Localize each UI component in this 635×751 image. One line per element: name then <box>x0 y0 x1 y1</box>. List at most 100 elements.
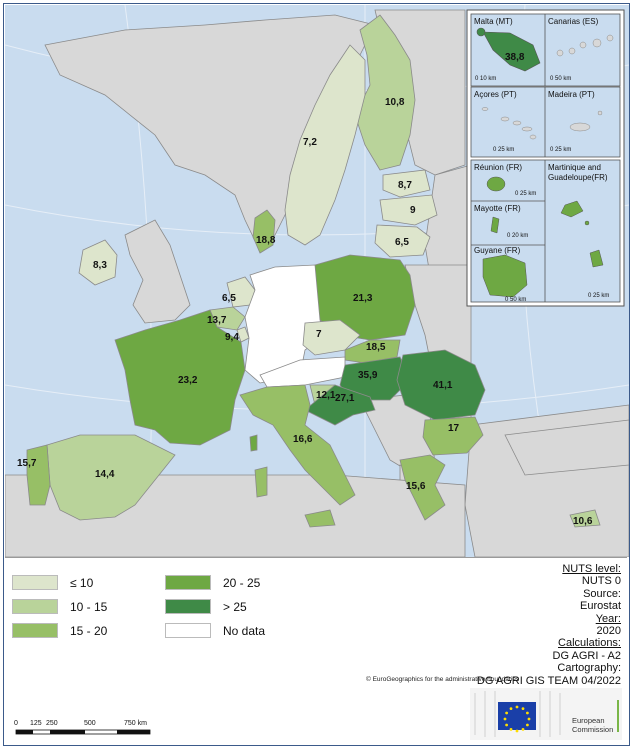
legend-item-gt25: > 25 <box>165 599 247 614</box>
region-fr <box>114 309 246 446</box>
insets: Malta (MT) Canarias (ES) 38,8 0 10 km 0 … <box>466 9 625 307</box>
label-be: 13,7 <box>207 315 227 326</box>
legend-label: 20 - 25 <box>223 575 261 590</box>
scale-tick: 0 <box>14 720 18 727</box>
label-pl: 21,3 <box>353 293 373 304</box>
region-pt <box>26 444 51 506</box>
region-bg <box>422 416 484 456</box>
nuts-level-value: NUTS 0 <box>581 575 621 588</box>
region-lt <box>374 224 431 258</box>
legend-swatch <box>165 575 211 590</box>
inset-title-mayotte: Mayotte (FR) <box>474 204 521 213</box>
label-dk: 18,8 <box>256 235 276 246</box>
region-mt <box>476 27 486 37</box>
scale-tick: 250 <box>46 720 58 727</box>
eurogeographics-credit: © EuroGeographics for the administrative… <box>366 676 520 683</box>
region-el <box>399 454 446 521</box>
region-lv <box>379 194 438 226</box>
inset-scale-martinique: 0 25 km <box>588 293 609 299</box>
divider <box>5 557 627 558</box>
region-hu <box>339 356 411 401</box>
scale-tick: 750 km <box>124 720 147 727</box>
region-fr <box>584 220 590 226</box>
map-metadata: NUTS level: NUTS 0 Source: Eurostat Year… <box>477 563 621 687</box>
logo-text: Commission <box>572 725 613 734</box>
calculations-value: DG AGRI - A2 <box>552 649 621 662</box>
region-fr <box>490 216 500 234</box>
region-ie <box>78 239 118 286</box>
legend-label: 10 - 15 <box>70 599 108 614</box>
scale-tick: 500 <box>84 720 96 727</box>
legend-label: No data <box>223 623 266 638</box>
label-lv: 9 <box>410 205 416 216</box>
inset-scale-guyane: 0 50 km <box>505 297 526 303</box>
label-se: 7,2 <box>303 137 317 148</box>
region-it <box>239 384 356 506</box>
legend-swatch <box>165 599 211 614</box>
inset-scale-malta: 0 10 km <box>475 76 496 82</box>
scale-tick: 125 <box>30 720 42 727</box>
label-lt: 6,5 <box>395 237 409 248</box>
region-fr <box>486 176 506 192</box>
inset-title-guadeloupe: Guadeloupe(FR) <box>548 173 608 182</box>
inset-title-madeira: Madeira (PT) <box>548 90 595 99</box>
label-ro: 41,1 <box>433 380 453 391</box>
cartography-value: DG AGRI GIS TEAM 04/2022 <box>476 674 621 687</box>
legend-item-15-20: 15 - 20 <box>12 623 107 638</box>
inset-scale-mayotte: 0 20 km <box>507 233 528 239</box>
region-dk <box>252 209 276 254</box>
region-it <box>304 509 336 528</box>
legend-swatch <box>12 623 58 638</box>
region-fr <box>589 249 604 268</box>
nuts-level-title: NUTS level: <box>562 563 621 575</box>
legend-item-20-25: 20 - 25 <box>165 575 260 590</box>
legend-item-10-15: 10 - 15 <box>12 599 107 614</box>
region-ee <box>382 169 431 198</box>
label-lu: 9,4 <box>225 332 239 343</box>
legend-label: > 25 <box>223 599 247 614</box>
label-el: 15,6 <box>406 481 426 492</box>
calculations-title: Calculations: <box>558 637 621 650</box>
legend-item-le10: ≤ 10 <box>12 575 93 590</box>
cartography-title: Cartography: <box>557 662 621 675</box>
region-ro <box>396 349 486 421</box>
source-title: Source: <box>583 587 621 600</box>
label-nl: 6,5 <box>222 293 236 304</box>
label-cy: 10,6 <box>573 516 593 527</box>
inset-scale-madeira: 0 25 km <box>550 147 571 153</box>
european-commission-logo: European Commission <box>470 688 622 740</box>
eu-countries <box>26 14 601 528</box>
label-es: 14,4 <box>95 469 115 480</box>
label-hu: 35,9 <box>358 370 378 381</box>
region-fr <box>482 254 528 298</box>
inset-scale-acores: 0 25 km <box>493 147 514 153</box>
region-es <box>46 434 176 521</box>
legend-label: 15 - 20 <box>70 623 108 638</box>
label-hr: 27,1 <box>335 393 355 404</box>
region-mt <box>482 31 541 72</box>
label-cz: 7 <box>316 329 322 340</box>
label-mt: 38,8 <box>505 52 525 63</box>
label-ie: 8,3 <box>93 260 107 271</box>
eu-map: 10,8 7,2 8,7 9 6,5 18,8 8,3 21,3 6,5 13,… <box>5 5 629 557</box>
region-fi <box>354 14 416 171</box>
inset-title-acores: Açores (PT) <box>474 90 517 99</box>
region-fr <box>249 434 258 452</box>
legend-swatch <box>12 599 58 614</box>
region-labels: 10,8 7,2 8,7 9 6,5 18,8 8,3 21,3 6,5 13,… <box>17 97 593 527</box>
inset-scale-canarias: 0 50 km <box>550 76 571 82</box>
inset-title-canarias: Canarias (ES) <box>548 17 599 26</box>
legend-label: ≤ 10 <box>70 575 94 590</box>
label-si: 12,1 <box>316 390 336 401</box>
inset-scale-reunion: 0 25 km <box>515 191 536 197</box>
inset-title-martinique: Martinique and <box>548 163 601 172</box>
scale-bar: 0 125 250 500 750 km <box>14 720 151 735</box>
label-fi: 10,8 <box>385 97 405 108</box>
source-value: Eurostat <box>580 600 621 613</box>
label-bg: 17 <box>448 423 460 434</box>
region-se <box>284 44 366 246</box>
logo-text: European <box>572 716 605 725</box>
label-pt: 15,7 <box>17 458 37 469</box>
legend-swatch <box>12 575 58 590</box>
inset-title-malta: Malta (MT) <box>474 17 513 26</box>
